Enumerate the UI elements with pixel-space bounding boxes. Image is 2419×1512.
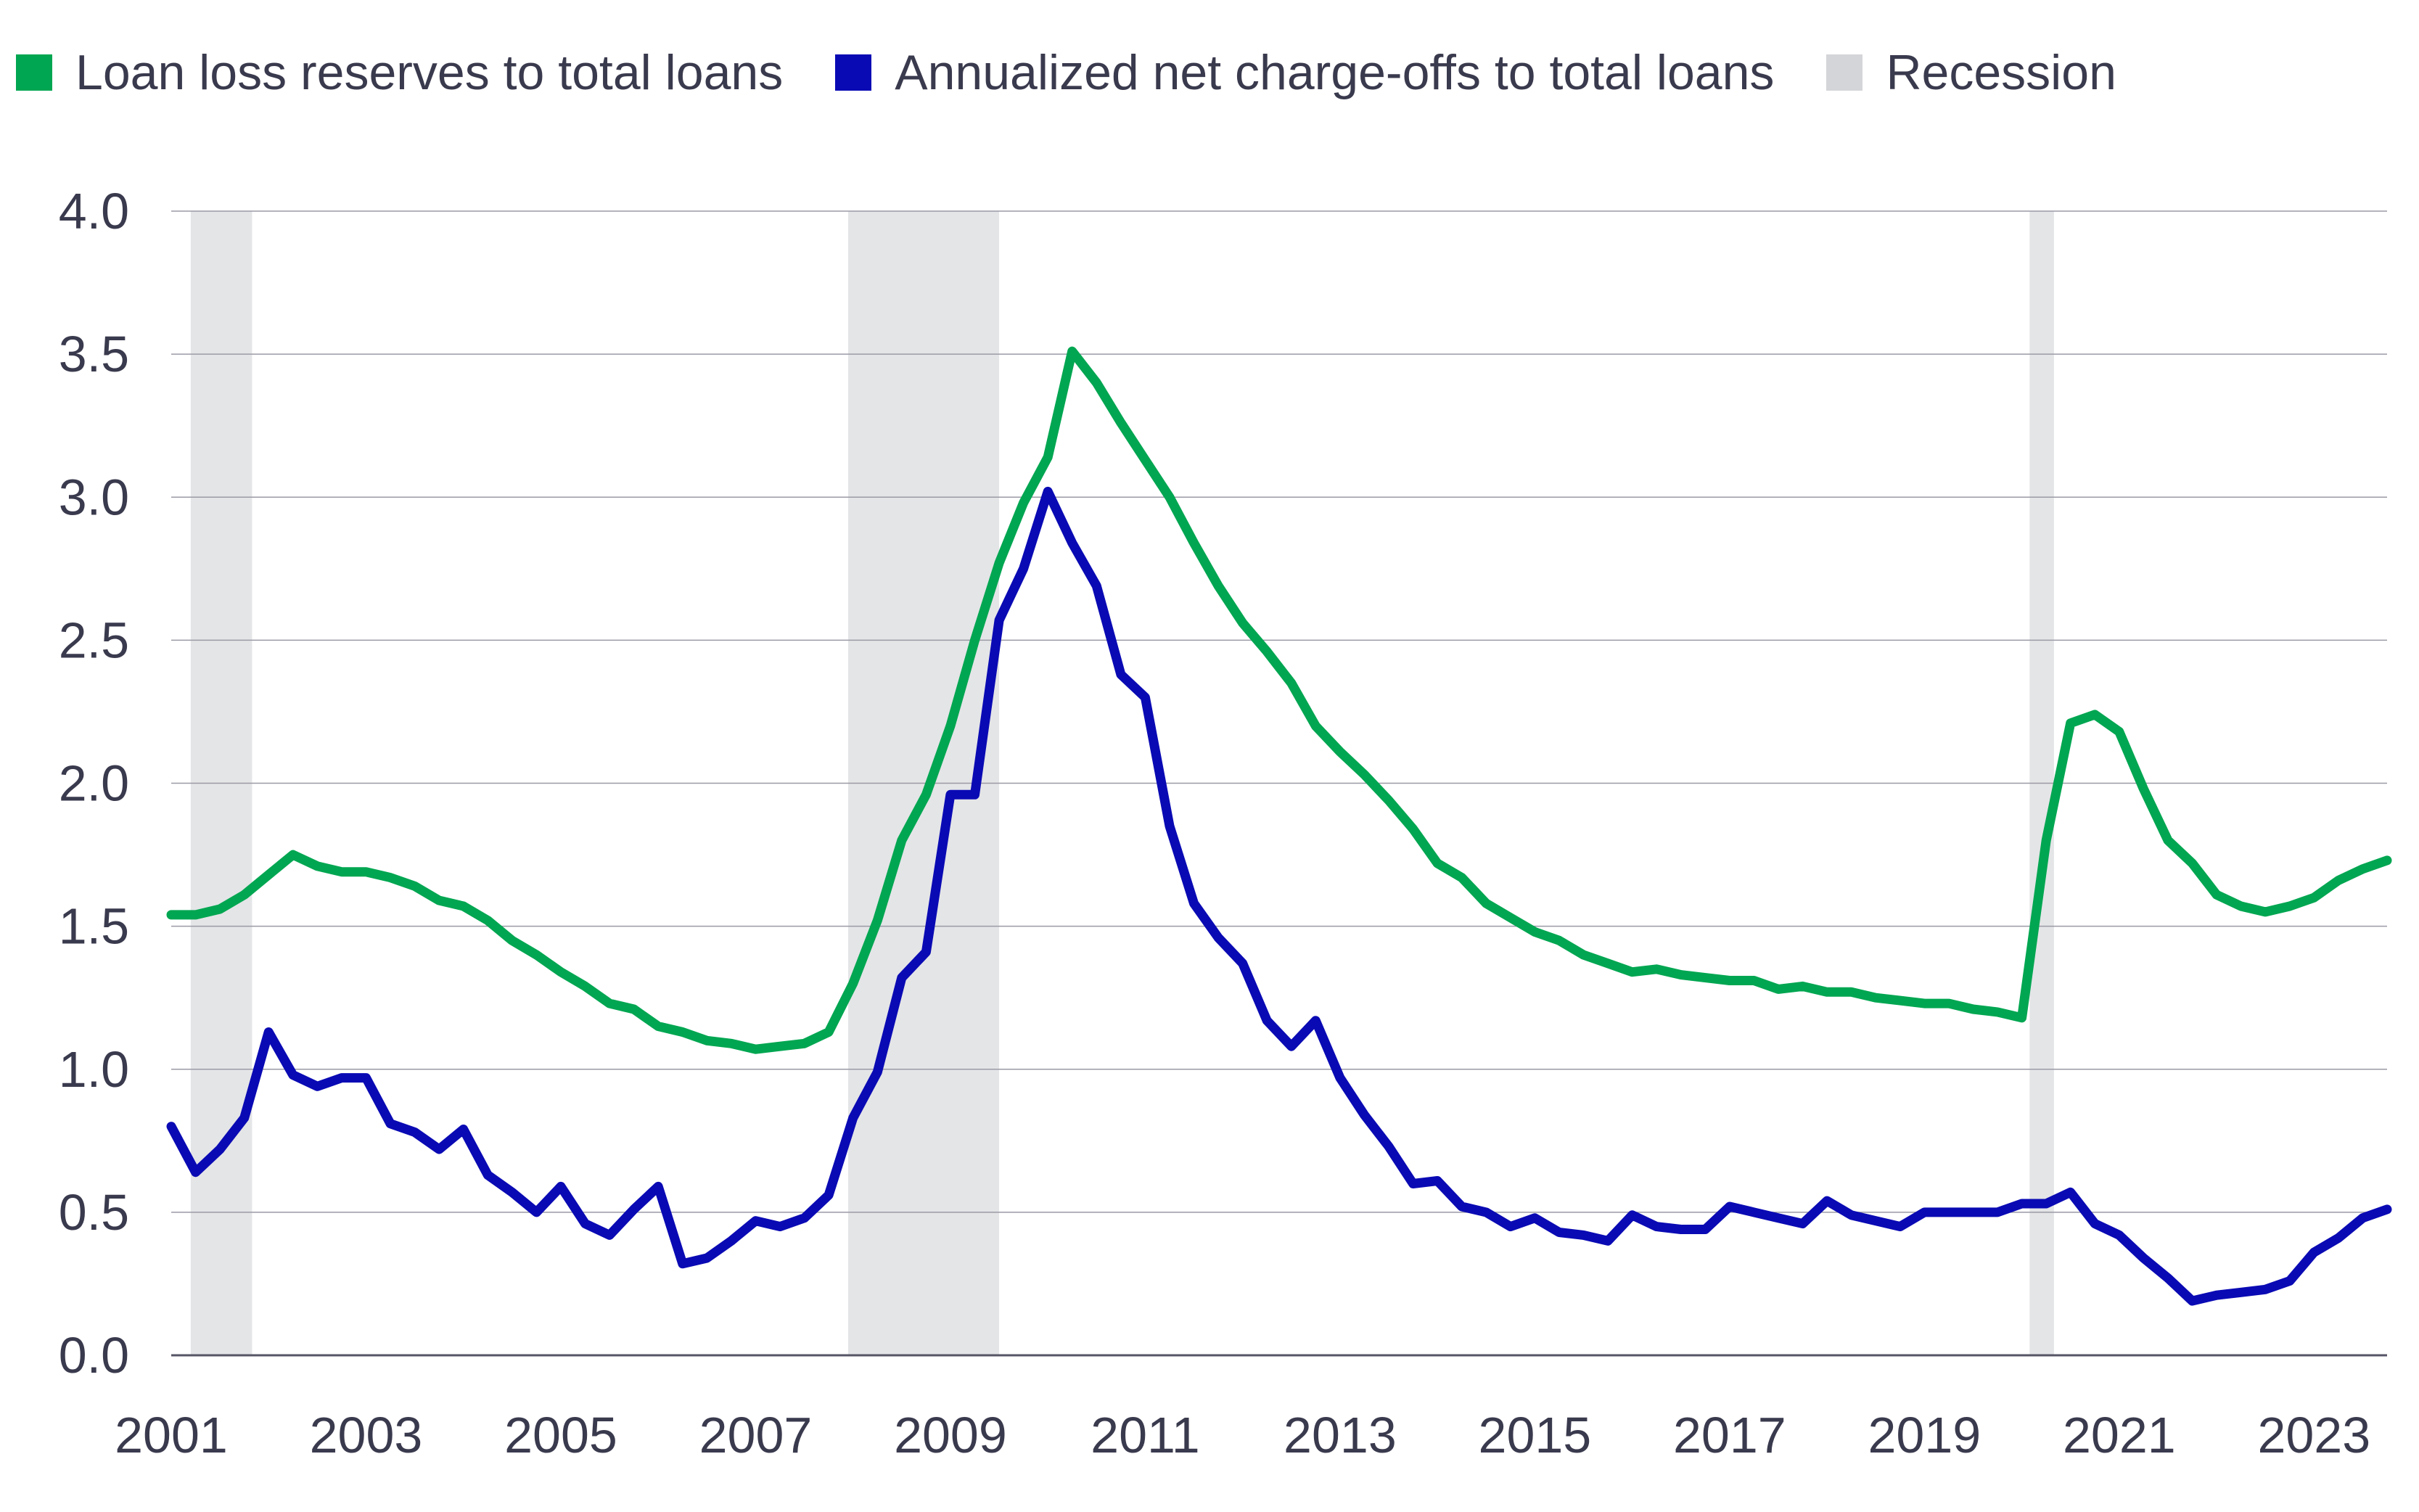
legend-swatch-reserves — [16, 54, 52, 91]
gridlines — [171, 210, 2387, 1357]
y-tick-label: 4.0 — [59, 183, 129, 239]
x-axis-ticks: 2001 2003 2005 2007 2009 2011 2013 2015 2017 2019… — [115, 1407, 2370, 1463]
y-tick-label: 1.0 — [59, 1041, 129, 1098]
x-tick-label: 2009 — [894, 1407, 1007, 1463]
series-lines — [166, 346, 2392, 1306]
y-tick-label: 3.5 — [59, 326, 129, 382]
x-tick-label: 2015 — [1479, 1407, 1592, 1463]
y-axis-ticks: 0.0 0.5 1.0 1.5 2.0 2.5 3.0 3.5 4.0 — [59, 183, 129, 1384]
y-tick-label: 2.5 — [59, 612, 129, 668]
x-tick-label: 2005 — [504, 1407, 617, 1463]
x-tick-label: 2007 — [699, 1407, 813, 1463]
x-tick-label: 2021 — [2063, 1407, 2176, 1463]
chart-legend: Loan loss reserves to total loans Annual… — [16, 42, 2169, 103]
y-tick-label: 0.5 — [59, 1184, 129, 1241]
legend-swatch-charge-offs — [835, 54, 872, 91]
legend-item-charge-offs: Annualized net charge-offs to total loan… — [835, 44, 1774, 101]
series-line-reserves — [166, 346, 2392, 1054]
x-tick-label: 2023 — [2257, 1407, 2370, 1463]
x-tick-label: 2011 — [1091, 1407, 1200, 1463]
x-tick-label: 2013 — [1284, 1407, 1397, 1463]
x-tick-label: 2017 — [1673, 1407, 1786, 1463]
y-tick-label: 1.5 — [59, 898, 129, 955]
y-tick-label: 0.0 — [59, 1327, 129, 1384]
x-tick-label: 2001 — [115, 1407, 228, 1463]
legend-item-reserves: Loan loss reserves to total loans — [16, 44, 783, 101]
legend-label-recession: Recession — [1886, 45, 2116, 100]
legend-swatch-recession — [1826, 54, 1863, 91]
y-tick-label: 3.0 — [59, 469, 129, 525]
legend-label-charge-offs: Annualized net charge-offs to total loan… — [895, 45, 1775, 100]
x-tick-label: 2019 — [1868, 1407, 1981, 1463]
x-tick-label: 2003 — [310, 1407, 423, 1463]
legend-label-reserves: Loan loss reserves to total loans — [75, 45, 784, 100]
y-tick-label: 2.0 — [59, 755, 129, 812]
legend-item-recession: Recession — [1826, 44, 2116, 101]
series-line-charge-offs — [166, 486, 2392, 1306]
